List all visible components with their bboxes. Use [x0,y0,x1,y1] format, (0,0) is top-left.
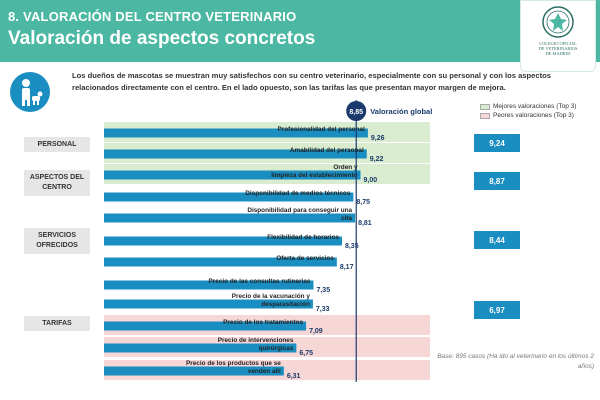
bar [104,257,337,267]
bar-value-label: 8,81 [358,220,372,227]
bar-category-label: Oferta de servicios [276,255,334,262]
bar [104,236,342,246]
bar-category-label: Orden y limpieza del establecimiento [271,164,358,179]
reference-label: Valoración global [370,107,432,116]
header-banner: 8. VALORACIÓN DEL CENTRO VETERINARIO Val… [0,0,600,62]
bar [104,213,356,223]
bar-category-label: Precio de intervenciones quirúrgicas [218,337,294,352]
bar-value-label: 9,00 [364,177,378,184]
bar [104,299,313,309]
seal-icon [542,6,574,38]
logo-line-2: DE VETERINARIOS [538,46,578,51]
score-aspectos-centro: 8,87 [474,172,520,190]
bar-category-label: Precio de la vacunación y desparasitación [232,293,311,308]
bar [104,170,361,180]
bar-category-label: Profesionalidad del personal [278,126,366,133]
legend-worst: Peores valoraciones (Top 3) [480,111,576,120]
bar [104,128,368,138]
base-note: Base: 895 casos (Ha ido al veterinario e… [437,353,594,370]
bar-category-label: Precio de las consultas rutinarias [209,278,311,285]
bar-category-label: Disponibilidad para conseguir una cita [247,207,352,222]
bar-value-label: 7,33 [316,306,330,313]
bar [104,280,314,290]
bar [104,366,284,376]
bar-value-label: 7,35 [316,287,330,294]
intro-text: Los dueños de mascotas se muestran muy s… [72,71,551,92]
bar [104,343,297,353]
bar-category-label: Disponibilidad de medios técnicos [245,190,351,197]
college-logo: COLEGIO OFICIAL DE VETERINARIOS DE MADRI… [520,0,596,72]
section-title: 8. VALORACIÓN DEL CENTRO VETERINARIO [8,9,297,24]
bar-category-label: Flexibilidad de horarios [267,234,339,241]
score-personal: 9,24 [474,134,520,152]
legend-best: Mejores valoraciones (Top 3) [480,102,576,111]
score-tarifas: 6,97 [474,301,520,319]
bar-value-label: 8,35 [345,243,359,250]
category-tarifas: TARIFAS [24,316,90,331]
bar-category-label: Precio de los productos que se venden all… [186,360,281,375]
reference-value-label: 8,85 [349,109,363,116]
page-title: Valoración de aspectos concretos [8,28,316,49]
logo-line-3: DE MADRID [545,51,571,56]
bar-value-label: 7,09 [309,328,323,335]
legend: Mejores valoraciones (Top 3) Peores valo… [480,102,576,120]
bar-value-label: 8,75 [356,199,370,206]
reference-marker [346,101,367,121]
category-personal: PERSONAL [24,137,90,152]
bar-value-label: 8,17 [340,264,354,271]
bar-value-label: 6,75 [299,350,313,357]
bar-category-label: Precio de los tratamientos [223,319,303,326]
bar [104,321,307,331]
person-with-pet-icon [10,72,50,112]
bar-value-label: 9,22 [370,156,384,163]
bar [104,149,367,159]
bar-value-label: 6,31 [287,373,301,380]
bar-value-label: 9,26 [371,135,385,142]
bar-category-label: Amabilidad del personal [290,147,364,154]
score-servicios: 8,44 [474,231,520,249]
bar [104,192,354,202]
category-aspectos-centro: ASPECTOS DEL CENTRO [24,170,90,196]
logo-line-1: COLEGIO OFICIAL [539,41,577,46]
category-servicios: SERVICIOS OFRECIDOS [24,228,90,254]
